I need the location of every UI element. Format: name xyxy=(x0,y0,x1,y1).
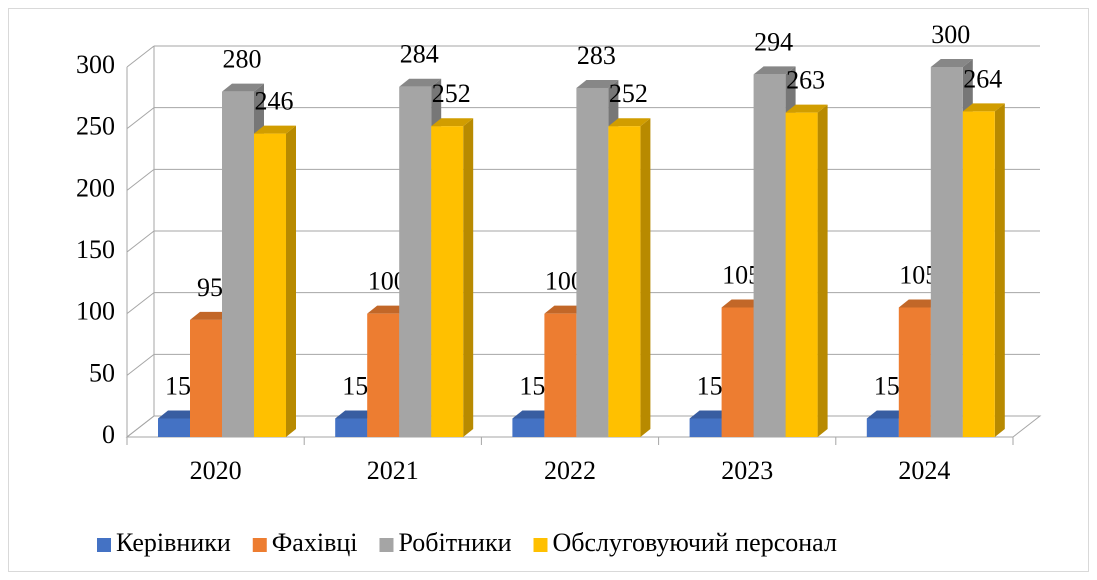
bar-front xyxy=(689,418,722,437)
legend-swatch xyxy=(97,538,111,552)
bar-front xyxy=(158,418,190,437)
y-tick-label: 250 xyxy=(76,112,115,141)
y-tick-label: 50 xyxy=(89,358,115,387)
bar-top xyxy=(866,410,909,419)
bar-front xyxy=(431,126,464,437)
bar-side xyxy=(640,118,651,437)
bar xyxy=(431,118,474,437)
bar xyxy=(254,125,296,437)
data-label: 283 xyxy=(577,41,616,70)
bar-top xyxy=(898,299,941,308)
bar-top xyxy=(608,118,651,127)
grid-connector xyxy=(126,45,155,68)
data-label: 95 xyxy=(197,273,223,302)
bar-front xyxy=(544,313,577,437)
bar xyxy=(608,118,651,437)
bar-front xyxy=(866,418,899,437)
data-label: 294 xyxy=(754,27,793,56)
bar-top xyxy=(335,410,378,419)
bar-front xyxy=(930,67,963,437)
grid-connector xyxy=(126,230,155,253)
grid-connector xyxy=(126,107,155,130)
bar-front xyxy=(367,313,400,437)
data-label: 263 xyxy=(786,66,825,95)
data-label: 300 xyxy=(931,20,970,49)
bar-top xyxy=(544,305,587,314)
x-tick-label: 2021 xyxy=(367,456,419,485)
bar-front xyxy=(576,87,609,437)
bar-front xyxy=(222,91,254,438)
data-label: 246 xyxy=(255,87,294,116)
x-tick-label: 2022 xyxy=(544,456,596,485)
bar-front xyxy=(254,133,286,437)
legend-swatch xyxy=(533,538,548,552)
bar xyxy=(962,103,1005,438)
legend-swatch xyxy=(379,538,394,552)
bar-front xyxy=(898,307,931,437)
bar-top xyxy=(222,83,264,92)
bar xyxy=(785,104,828,437)
data-label: 252 xyxy=(432,79,471,108)
bar-front xyxy=(721,307,754,437)
bar-front xyxy=(399,86,432,437)
bar-top xyxy=(721,299,764,308)
x-tick-label: 2024 xyxy=(898,456,950,485)
data-label: 15 xyxy=(165,371,191,400)
legend-label: Обслуговуючий персонал xyxy=(553,528,837,557)
bar-top xyxy=(431,118,474,127)
y-tick-label: 0 xyxy=(102,420,115,449)
bar-top xyxy=(753,66,796,75)
grid-connector xyxy=(126,292,155,315)
bar-side xyxy=(994,103,1005,438)
bar-front xyxy=(190,319,222,437)
bar-front xyxy=(335,418,368,437)
grid-connector xyxy=(126,415,155,438)
bar-top xyxy=(254,125,296,134)
bar-side xyxy=(463,118,474,437)
chart-border xyxy=(8,8,1089,572)
bar-front xyxy=(753,74,786,438)
y-tick-label: 300 xyxy=(76,50,115,79)
bar-side xyxy=(817,104,828,437)
legend-swatch xyxy=(252,538,267,552)
bar-top xyxy=(689,410,732,419)
data-label: 15 xyxy=(342,371,368,400)
bar-front xyxy=(608,126,641,437)
data-label: 252 xyxy=(609,79,648,108)
bar-front xyxy=(962,111,995,438)
data-label: 15 xyxy=(697,371,723,400)
legend-label: Керівники xyxy=(116,528,231,557)
bar-front xyxy=(785,112,818,437)
data-label: 264 xyxy=(963,64,1002,93)
legend-label: Робітники xyxy=(398,528,511,557)
y-tick-label: 200 xyxy=(76,173,115,202)
bar-top xyxy=(158,410,200,419)
bar-top xyxy=(930,59,973,67)
bar-top xyxy=(962,103,1005,112)
y-tick-label: 150 xyxy=(76,235,115,264)
grid-connector xyxy=(126,353,155,376)
bar-top xyxy=(367,305,410,314)
data-label: 15 xyxy=(874,371,900,400)
legend-label: Фахівці xyxy=(272,528,358,557)
bar-top xyxy=(785,104,828,113)
bar-side xyxy=(286,125,296,437)
data-label: 280 xyxy=(223,45,262,74)
data-label: 15 xyxy=(519,371,545,400)
bar-top xyxy=(399,78,442,87)
bar-top xyxy=(190,311,232,320)
x-tick-label: 2023 xyxy=(721,456,773,485)
x-tick-label: 2020 xyxy=(190,456,242,485)
bar-top xyxy=(576,79,619,88)
grid-connector xyxy=(126,168,155,191)
y-tick-label: 100 xyxy=(76,297,115,326)
data-label: 284 xyxy=(400,40,439,69)
bar-top xyxy=(512,410,555,419)
bar-front xyxy=(512,418,545,437)
